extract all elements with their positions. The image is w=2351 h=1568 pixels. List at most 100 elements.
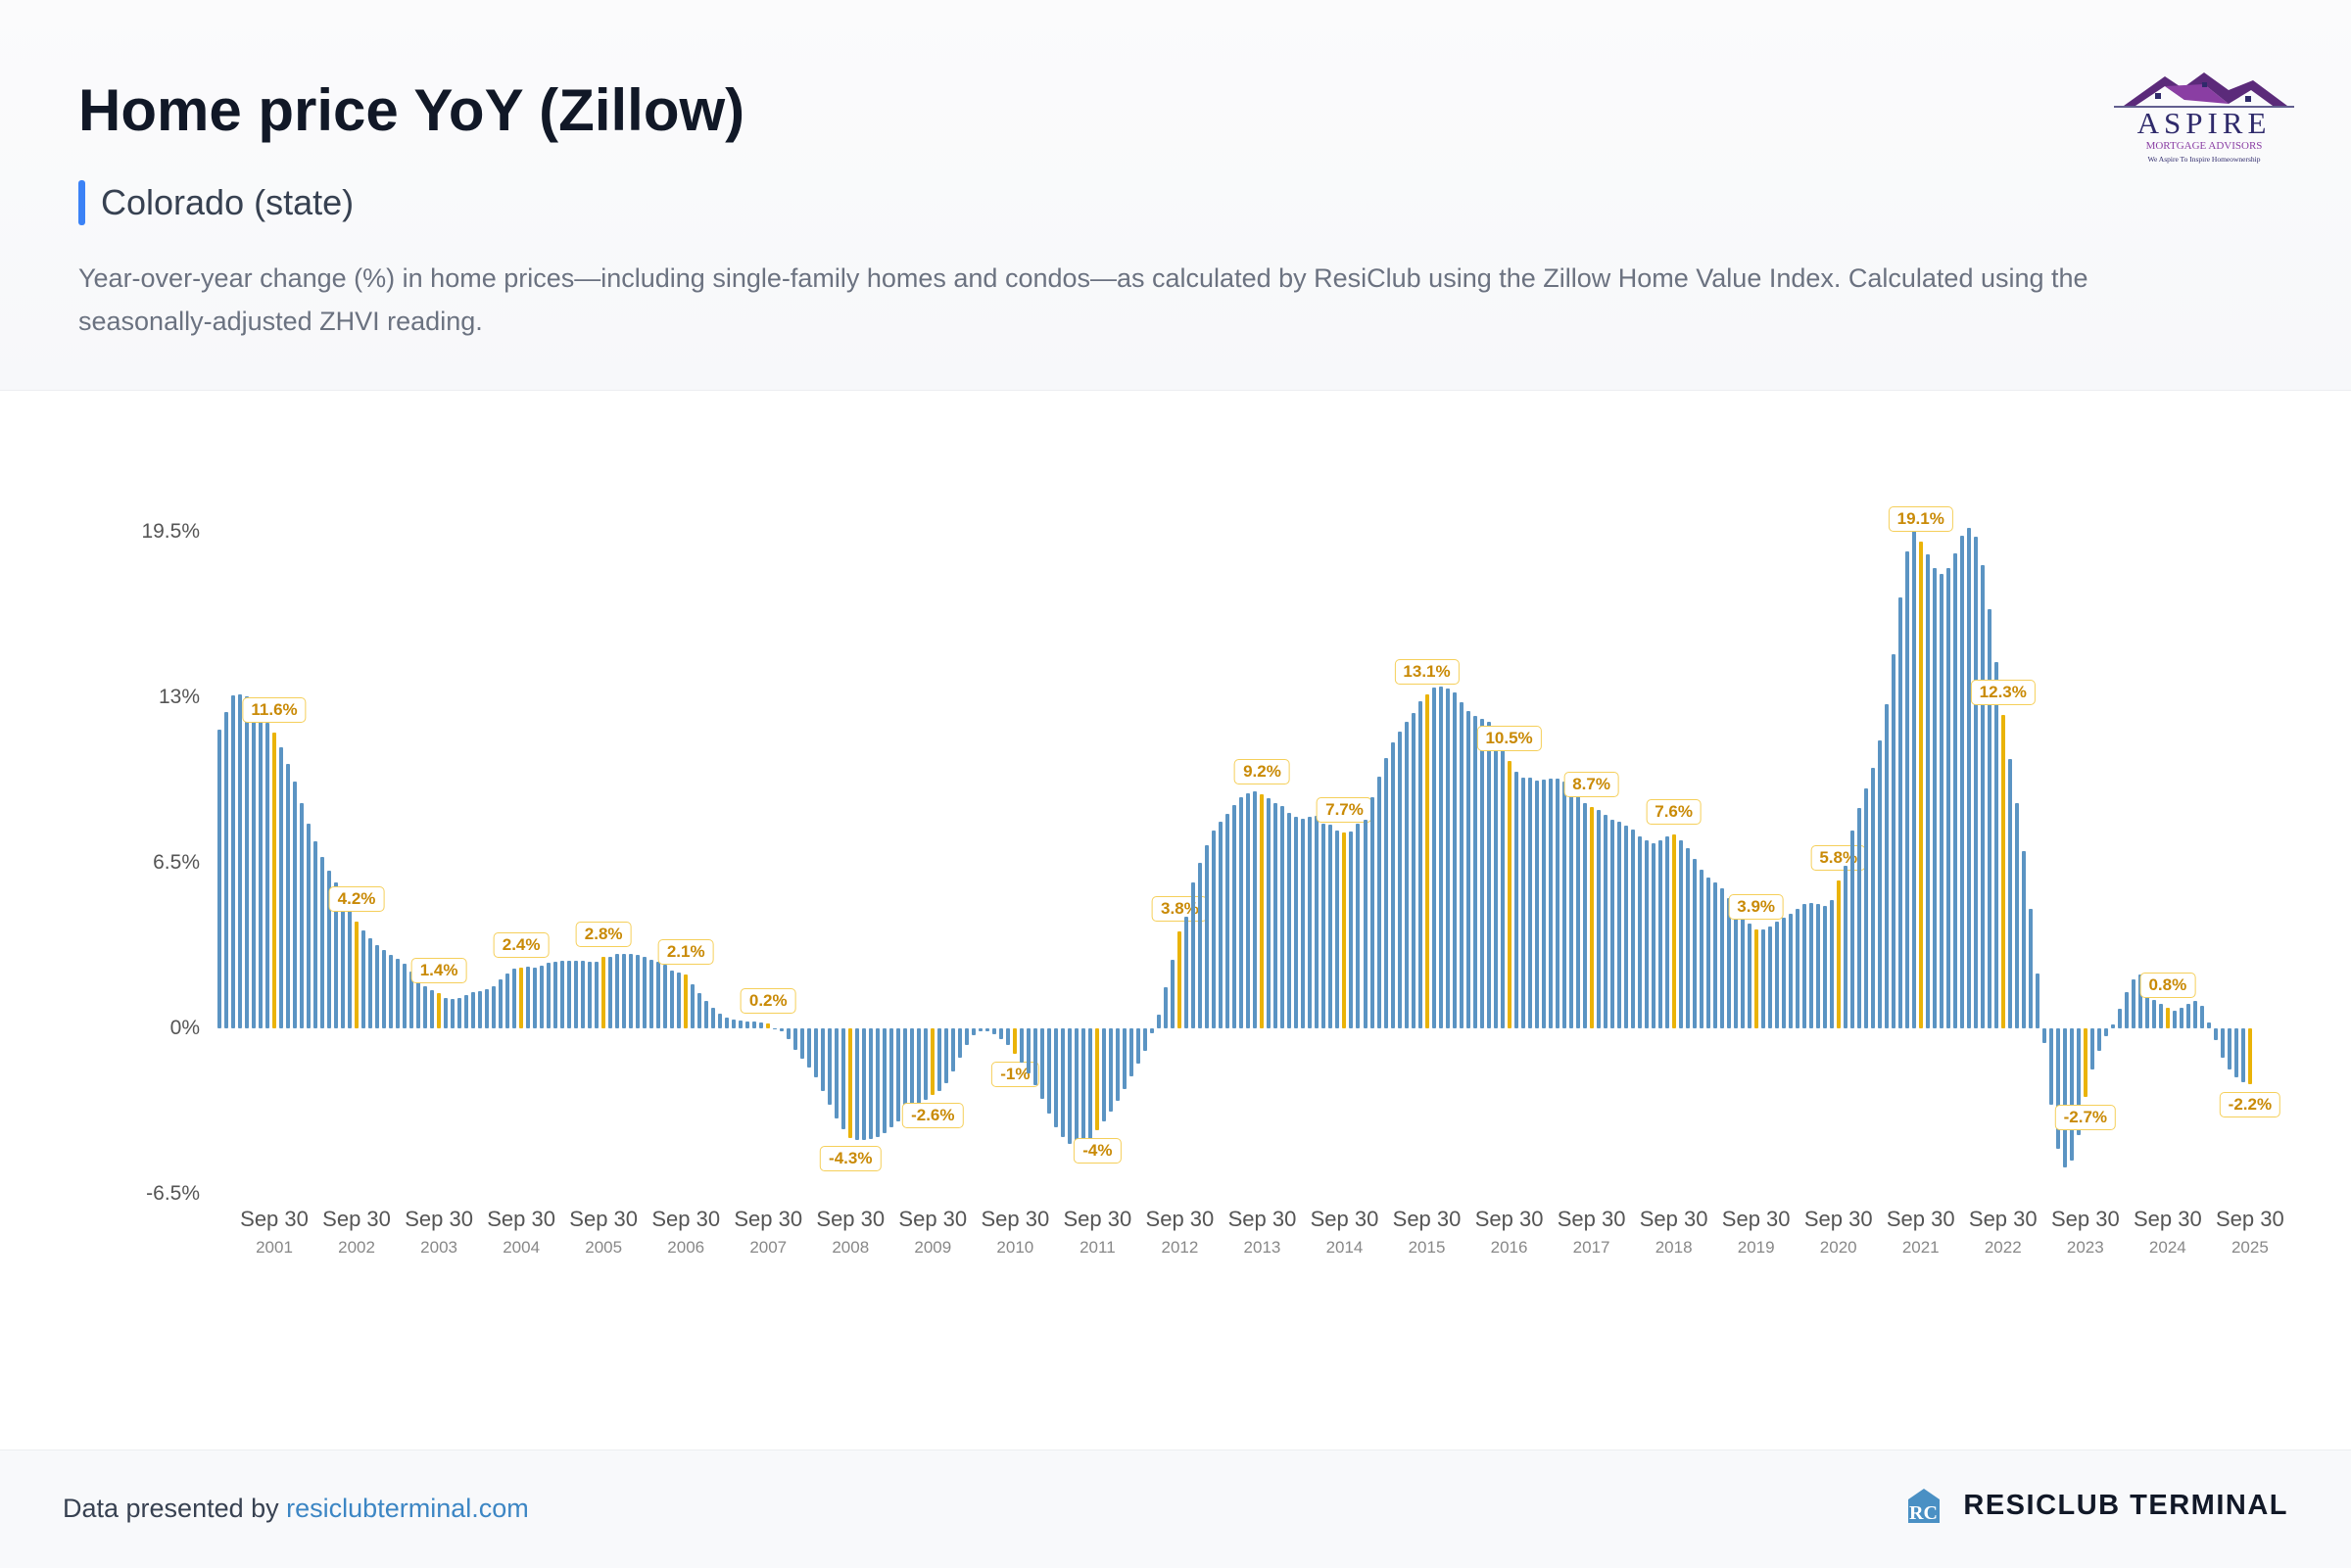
x-tick-label: Sep 30 2012 xyxy=(1146,1207,1215,1258)
bar xyxy=(409,972,414,1028)
data-label: 9.2% xyxy=(1234,758,1290,784)
bar xyxy=(1945,567,1950,1028)
credit-prefix: Data presented by xyxy=(63,1494,279,1523)
bar xyxy=(307,824,312,1028)
bar xyxy=(588,961,593,1028)
bar xyxy=(1637,835,1642,1028)
x-tick-month: Sep 30 xyxy=(816,1207,886,1231)
bar xyxy=(711,1007,716,1028)
bar xyxy=(1315,815,1319,1028)
bar xyxy=(231,695,235,1028)
bar xyxy=(478,990,483,1028)
x-tick-month: Sep 30 xyxy=(487,1207,555,1231)
x-tick-year: 2004 xyxy=(503,1238,541,1257)
data-label: -4% xyxy=(1074,1138,1122,1164)
x-tick-label: Sep 30 2023 xyxy=(2051,1207,2120,1258)
x-tick-month: Sep 30 xyxy=(1063,1207,1132,1231)
x-tick-month: Sep 30 xyxy=(1557,1207,1626,1231)
data-label: 13.1% xyxy=(1394,659,1460,686)
x-tick-month: Sep 30 xyxy=(1639,1207,1708,1231)
svg-text:ASPIRE: ASPIRE xyxy=(2137,106,2272,140)
bar xyxy=(1349,831,1354,1028)
bar xyxy=(1411,712,1415,1028)
x-tick-year: 2006 xyxy=(667,1238,705,1257)
highlighted-bar xyxy=(2000,715,2005,1028)
resiclub-brand: RC RESICLUB TERMINAL xyxy=(1904,1486,2288,1525)
bar xyxy=(595,961,600,1028)
bar xyxy=(293,781,298,1028)
x-tick-label: Sep 30 2008 xyxy=(816,1207,885,1258)
bar xyxy=(1568,788,1573,1028)
bar xyxy=(1856,808,1861,1028)
bar xyxy=(869,1028,874,1139)
bar xyxy=(773,1028,778,1029)
highlighted-bar xyxy=(1342,832,1347,1028)
bar xyxy=(1657,839,1662,1028)
x-tick-label: Sep 30 2014 xyxy=(1311,1207,1379,1258)
bar xyxy=(416,977,421,1028)
bar xyxy=(567,960,572,1028)
bar xyxy=(1849,830,1854,1028)
bar xyxy=(2089,1028,2094,1069)
x-tick-year: 2014 xyxy=(1325,1238,1364,1257)
svg-text:We Aspire To Inspire Homeowner: We Aspire To Inspire Homeownership xyxy=(2148,155,2261,164)
bar xyxy=(814,1028,819,1077)
chart-description: Year-over-year change (%) in home prices… xyxy=(78,263,2088,336)
bar xyxy=(1287,813,1292,1028)
x-tick-label: Sep 30 2009 xyxy=(898,1207,967,1258)
bar xyxy=(835,1028,840,1118)
bar xyxy=(348,908,353,1028)
data-label: 3.9% xyxy=(1728,893,1785,920)
x-tick-month: Sep 30 xyxy=(1474,1207,1544,1231)
bar xyxy=(910,1028,915,1113)
bar xyxy=(1966,527,1971,1028)
highlighted-bar xyxy=(1013,1028,1018,1054)
x-tick-month: Sep 30 xyxy=(651,1207,721,1231)
highlighted-bar xyxy=(848,1028,853,1138)
bar xyxy=(1123,1028,1128,1090)
bar xyxy=(1164,986,1169,1028)
data-credit: Data presented by resiclubterminal.com xyxy=(63,1494,529,1524)
data-label: 19.1% xyxy=(1888,506,1953,533)
bar xyxy=(1822,906,1827,1028)
bar xyxy=(1500,748,1505,1028)
bar xyxy=(862,1028,867,1140)
bar xyxy=(1863,788,1868,1028)
bar xyxy=(889,1028,894,1127)
bar xyxy=(821,1028,826,1092)
bar xyxy=(403,964,408,1028)
bar xyxy=(553,961,558,1028)
bar xyxy=(2220,1028,2225,1059)
bar xyxy=(2206,1022,2211,1028)
x-tick-month: Sep 30 xyxy=(734,1207,803,1231)
bar xyxy=(2048,1028,2053,1105)
resiclub-link[interactable]: resiclubterminal.com xyxy=(286,1494,529,1523)
bar xyxy=(512,969,517,1028)
bar xyxy=(697,993,702,1028)
bar xyxy=(2028,909,2033,1028)
bar xyxy=(1877,739,1882,1028)
x-tick-year: 2005 xyxy=(585,1238,623,1257)
x-tick-label: Sep 30 2002 xyxy=(322,1207,391,1258)
bar xyxy=(1075,1028,1080,1147)
bar xyxy=(1301,819,1306,1028)
bar xyxy=(1520,777,1525,1028)
x-tick-year: 2022 xyxy=(1984,1238,2022,1257)
bar xyxy=(1904,550,1909,1028)
bar xyxy=(1795,909,1799,1028)
bar xyxy=(265,723,270,1028)
data-label: 7.7% xyxy=(1317,796,1372,823)
y-tick-label: 6.5% xyxy=(153,851,200,874)
highlighted-bar xyxy=(2083,1028,2087,1098)
x-tick-year: 2002 xyxy=(338,1238,375,1257)
data-label: 10.5% xyxy=(1476,726,1542,751)
bar xyxy=(423,986,428,1028)
bar xyxy=(944,1028,949,1084)
data-label: 2.4% xyxy=(493,931,550,958)
x-tick-year: 2025 xyxy=(2231,1238,2269,1257)
header: Home price YoY (Zillow) Colorado (state)… xyxy=(0,0,2351,391)
bar xyxy=(1623,825,1628,1028)
bar xyxy=(1253,791,1258,1028)
highlighted-bar xyxy=(1671,834,1676,1028)
bar xyxy=(1486,721,1491,1028)
